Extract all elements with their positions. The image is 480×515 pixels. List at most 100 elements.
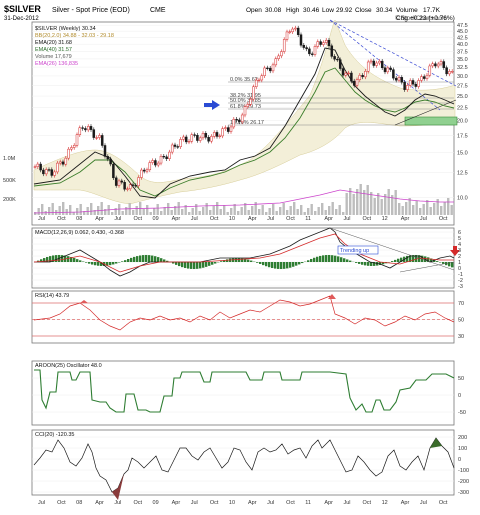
fib-100-label: 100.0% 26.17	[230, 120, 264, 126]
price-y-tick-10: 35.0	[457, 57, 468, 63]
volume-bar-22	[111, 212, 113, 215]
volume-bar-72	[286, 210, 288, 215]
candle-body-9	[59, 162, 61, 163]
candle-body-0	[34, 167, 36, 168]
volume-bar-58	[237, 211, 239, 215]
volume-bar-76	[300, 205, 302, 215]
volume-y-tick-1: 500K	[3, 178, 16, 184]
volume-bar-50	[209, 210, 211, 215]
macd-hist-bar-21	[97, 262, 99, 266]
macd-hist-bar-7	[55, 255, 57, 262]
candle-body-62	[208, 137, 210, 141]
trending-up-label: Trending up	[340, 248, 369, 254]
macd-hist-bar-110	[364, 262, 366, 265]
volume-bar-45	[192, 208, 194, 215]
price-x-tick-6: 09	[153, 216, 159, 222]
quote-high: 30.46	[303, 7, 320, 14]
price-y-tick-5: 22.5	[457, 106, 468, 112]
cci-x-tick-17: Oct	[363, 500, 372, 506]
candle-body-47	[166, 157, 168, 159]
quote-high-label: High	[286, 7, 300, 14]
candle-body-8	[56, 163, 58, 172]
candle-body-40	[146, 170, 148, 171]
macd-hist-bar-98	[328, 255, 330, 262]
volume-bar-49	[206, 203, 208, 215]
candle-body-43	[154, 161, 156, 166]
macd-hist-bar-20	[94, 262, 96, 265]
volume-bar-86	[335, 209, 337, 215]
candle-body-141	[429, 66, 431, 75]
price-y-tick-13: 42.5	[457, 35, 468, 41]
price-y-tick-7: 27.5	[457, 84, 468, 90]
candle-body-135	[412, 80, 414, 84]
candle-body-31	[121, 181, 123, 182]
volume-bar-93	[360, 184, 362, 215]
price-x-tick-8: Jul	[191, 216, 198, 222]
candle-body-93	[294, 28, 296, 29]
volume-bar-118	[447, 198, 449, 215]
candle-body-115	[356, 80, 358, 86]
macd-hist-bar-111	[367, 262, 369, 266]
legend-main: $SILVER (Weekly) 30.34	[35, 26, 96, 32]
macd-hist-bar-135	[439, 262, 441, 263]
macd-hist-bar-89	[301, 262, 303, 263]
quote-close-label: Close	[355, 7, 372, 14]
cci-y-tick-4: -200	[458, 479, 469, 485]
macd-hist-bar-13	[73, 258, 75, 262]
volume-bar-41	[178, 202, 180, 215]
price-x-tick-10: 10	[229, 216, 235, 222]
candle-body-100	[314, 46, 316, 54]
macd-hist-bar-74	[256, 262, 258, 263]
macd-hist-bar-52	[190, 262, 192, 269]
macd-hist-bar-109	[361, 262, 363, 265]
volume-bar-25	[122, 211, 124, 215]
macd-hist-bar-38	[148, 255, 150, 262]
candle-body-149	[451, 71, 453, 72]
macd-hist-bar-35	[139, 255, 141, 262]
volume-bar-28	[132, 210, 134, 215]
macd-hist-bar-75	[259, 262, 261, 264]
volume-bar-31	[143, 209, 145, 215]
volume-bar-32	[146, 205, 148, 215]
candle-body-33	[126, 189, 128, 190]
cci-x-tick-15: Apr	[324, 500, 333, 506]
candle-body-103	[322, 43, 324, 45]
candle-body-138	[420, 77, 422, 81]
candle-body-125	[384, 68, 386, 72]
volume-bar-0	[34, 212, 36, 215]
candle-body-79	[255, 80, 257, 87]
rsi-grid	[32, 303, 454, 336]
volume-bar-105	[402, 206, 404, 215]
price-y-tick-15: 47.5	[457, 23, 468, 29]
volume-bar-36	[160, 211, 162, 215]
candle-body-128	[392, 70, 394, 78]
volume-bar-59	[241, 207, 243, 215]
candle-body-132	[404, 82, 406, 89]
candle-body-88	[280, 52, 282, 56]
price-y-tick-4: 20.0	[457, 119, 468, 125]
candle-body-15	[76, 135, 78, 146]
volume-bar-26	[125, 207, 127, 215]
candle-body-84	[269, 68, 271, 71]
candle-body-112	[348, 73, 350, 74]
candle-body-118	[364, 71, 366, 77]
candle-body-68	[224, 128, 226, 129]
legend-ema40: EMA(40) 31.57	[35, 47, 72, 53]
macd-hist-bar-83	[283, 262, 285, 269]
macd-hist-bar-47	[175, 262, 177, 265]
price-legend: $SILVER (Weekly) 30.34 BB(20,2.0) 34.88 …	[35, 26, 114, 67]
macd-hist-bar-119	[391, 261, 393, 262]
cci-y-tick-3: -100	[458, 468, 469, 474]
candle-body-104	[325, 40, 327, 42]
macd-hist-bar-15	[79, 260, 81, 262]
cci-x-tick-12: Jul	[267, 500, 274, 506]
volume-bar-8	[62, 202, 64, 215]
candle-body-91	[289, 32, 291, 33]
volume-bar-70	[279, 207, 281, 215]
cci-y-tick-1: 100	[458, 446, 467, 452]
candle-body-4	[45, 170, 47, 174]
volume-bar-74	[293, 202, 295, 215]
macd-hist-bar-33	[133, 257, 135, 262]
